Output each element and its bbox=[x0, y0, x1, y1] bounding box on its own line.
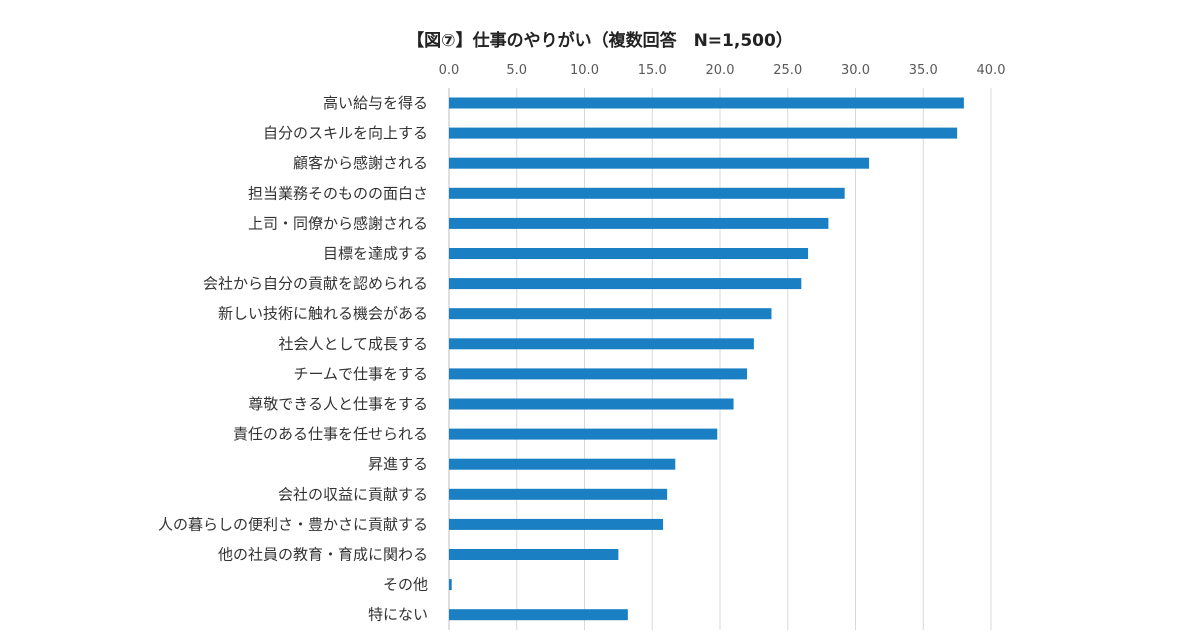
bar bbox=[449, 278, 802, 290]
category-label: 社会人として成長する bbox=[278, 335, 428, 353]
bar bbox=[449, 97, 964, 109]
bar bbox=[449, 368, 748, 380]
bar bbox=[449, 187, 845, 199]
category-label: 会社から自分の貢献を認められる bbox=[203, 275, 428, 293]
x-tick-label: 40.0 bbox=[977, 63, 1006, 78]
x-tick-label: 5.0 bbox=[506, 63, 527, 78]
category-label: 顧客から感謝される bbox=[293, 154, 428, 172]
bar bbox=[449, 127, 958, 139]
category-label: その他 bbox=[383, 576, 428, 594]
bar bbox=[449, 248, 809, 259]
chart-title: 【図⑦】仕事のやりがい（複数回答 N=1,500） bbox=[407, 31, 793, 51]
x-tick-label: 30.0 bbox=[841, 63, 870, 78]
category-label: 目標を達成する bbox=[323, 245, 428, 263]
x-tick-label: 15.0 bbox=[638, 63, 667, 78]
bar bbox=[449, 549, 619, 560]
category-label: 他の社員の教育・育成に関わる bbox=[218, 546, 428, 564]
category-label: 自分のスキルを向上する bbox=[263, 124, 428, 142]
x-tick-label: 35.0 bbox=[909, 63, 938, 78]
x-tick-label: 10.0 bbox=[570, 63, 599, 78]
category-label: 責任のある仕事を任せられる bbox=[233, 425, 428, 443]
bar bbox=[449, 308, 772, 320]
bar bbox=[449, 609, 628, 621]
category-label: 昇進する bbox=[368, 455, 428, 473]
bar bbox=[449, 458, 676, 470]
category-label: 高い給与を得る bbox=[323, 94, 428, 112]
bar bbox=[449, 428, 718, 440]
category-label: 会社の収益に貢献する bbox=[278, 485, 428, 503]
category-label: チームで仕事をする bbox=[293, 365, 428, 383]
bar bbox=[449, 338, 754, 350]
bar bbox=[449, 518, 664, 530]
x-tick-label: 20.0 bbox=[706, 63, 735, 78]
category-label: 人の暮らしの便利さ・豊かさに貢献する bbox=[158, 515, 428, 533]
bar bbox=[449, 157, 870, 169]
category-label: 担当業務そのものの面白さ bbox=[248, 184, 428, 202]
bar bbox=[449, 579, 452, 591]
x-tick-label: 25.0 bbox=[773, 63, 802, 78]
bar bbox=[449, 398, 734, 410]
category-label: 特にない bbox=[368, 606, 428, 624]
category-label: 上司・同僚から感謝される bbox=[248, 214, 428, 232]
category-label: 新しい技術に触れる機会がある bbox=[218, 305, 428, 323]
bar bbox=[449, 217, 829, 229]
x-tick-label: 0.0 bbox=[439, 63, 460, 78]
bar bbox=[449, 488, 668, 500]
category-label: 尊敬できる人と仕事をする bbox=[248, 395, 428, 413]
